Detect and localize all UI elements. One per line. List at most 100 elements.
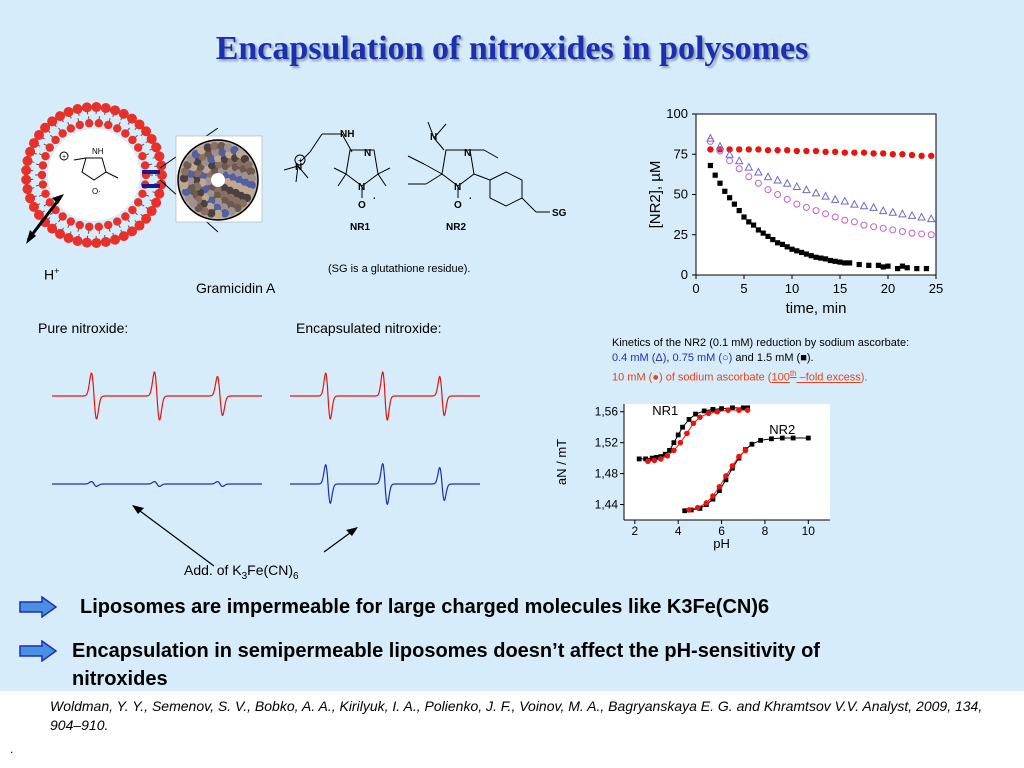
data-point — [888, 207, 898, 216]
n-label: N — [358, 182, 365, 193]
x-tick-label: 4 — [675, 524, 682, 538]
data-point — [918, 152, 925, 160]
data-point — [723, 477, 729, 483]
conclusion-2: Encapsulation in semipermeable liposomes… — [72, 640, 820, 690]
data-point — [722, 188, 728, 194]
data-point — [764, 147, 772, 154]
ph-titration-chart: 2 4 6 8 10 1,44 1,48 1,52 1,56 pH aN / mT NR1 NR2 — [554, 403, 830, 551]
data-point — [763, 172, 773, 181]
data-point — [717, 180, 723, 186]
data-point — [827, 257, 833, 264]
y-tick-label: 75 — [674, 146, 688, 161]
data-point — [649, 455, 655, 461]
data-point — [793, 147, 800, 155]
data-point — [703, 500, 710, 506]
epr-trace — [52, 371, 262, 421]
data-point — [719, 406, 724, 412]
y-tick-label: 1,48 — [595, 467, 619, 481]
data-point — [764, 186, 772, 194]
data-point — [710, 496, 716, 502]
data-point — [821, 191, 830, 200]
data-point — [811, 188, 821, 197]
data-point — [860, 149, 868, 156]
data-point — [726, 146, 733, 153]
x-tick-label: 10 — [785, 281, 799, 296]
gramicidin-molecule-icon — [179, 141, 257, 219]
data-point — [899, 263, 905, 269]
kinetics-caption: Kinetics of the NR2 (0.1 mM) reduction b… — [612, 336, 909, 386]
data-point — [774, 147, 781, 154]
svg-text:·: · — [372, 189, 377, 205]
data-point — [729, 463, 736, 469]
arrow-bullet-icon — [19, 640, 58, 662]
data-point — [736, 407, 742, 413]
data-point — [837, 259, 843, 265]
reference-box — [0, 691, 1024, 768]
double-arrow-icon — [26, 194, 64, 244]
data-point — [907, 210, 917, 219]
gramicidin-zoom — [159, 128, 263, 233]
nr2-label: NR2 — [446, 222, 466, 233]
data-point — [731, 201, 737, 207]
h-plus-label: H+ — [44, 266, 60, 283]
data-point — [832, 148, 839, 156]
o-label: O — [358, 200, 366, 211]
data-point — [889, 151, 896, 158]
data-point — [879, 224, 887, 232]
data-point — [742, 447, 749, 454]
data-point — [869, 202, 878, 211]
data-point — [850, 218, 858, 226]
x-tick-label: 10 — [802, 524, 816, 538]
data-point — [812, 147, 820, 155]
nr1-label: NR1 — [350, 222, 370, 233]
data-point — [746, 219, 752, 225]
n-label: N — [364, 148, 371, 159]
data-point — [658, 456, 664, 462]
caption-line-2: 0.4 mM (Δ), 0.75 mM (○) and 1.5 mM (■). — [612, 352, 814, 364]
data-point — [774, 191, 782, 198]
svg-text:+: + — [62, 154, 66, 161]
data-point — [802, 185, 811, 194]
data-point — [716, 483, 723, 490]
data-point — [730, 405, 735, 411]
data-point — [717, 488, 722, 494]
data-point — [793, 200, 801, 208]
data-point — [813, 254, 819, 260]
data-point — [671, 447, 677, 454]
x-tick-label: 2 — [631, 524, 638, 538]
liposome-bilayer — [21, 102, 167, 248]
data-point — [926, 214, 936, 223]
data-point — [784, 147, 791, 154]
data-point — [671, 440, 677, 446]
data-point — [841, 216, 849, 224]
data-point — [760, 230, 766, 236]
data-point — [822, 148, 829, 156]
svg-text:O·: O· — [92, 187, 101, 196]
encapsulated-nitroxide-label: Encapsulated nitroxide: — [296, 320, 442, 336]
data-point — [706, 137, 714, 145]
data-point — [794, 248, 800, 254]
data-point — [880, 150, 887, 157]
data-point — [697, 414, 703, 420]
data-point — [842, 260, 848, 266]
liposome-diagram: + NH O· — [21, 102, 167, 248]
data-point — [792, 181, 802, 190]
data-point — [736, 146, 743, 153]
data-point — [736, 208, 742, 214]
data-point — [643, 456, 649, 462]
svg-text:NH: NH — [92, 147, 104, 156]
data-point — [783, 195, 791, 203]
data-point — [880, 264, 886, 270]
n-label: N — [430, 132, 437, 143]
data-point — [765, 233, 771, 239]
data-point — [803, 251, 809, 257]
x-axis-label: pH — [713, 536, 730, 551]
conclusion-1: Liposomes are impermeable for large char… — [80, 596, 770, 618]
data-point — [707, 146, 714, 153]
data-point — [779, 241, 785, 248]
x-tick-label: 20 — [881, 281, 895, 296]
gramicidin-channel — [142, 170, 160, 188]
data-point — [860, 221, 868, 229]
epr-trace — [52, 481, 262, 487]
data-point — [784, 244, 790, 250]
